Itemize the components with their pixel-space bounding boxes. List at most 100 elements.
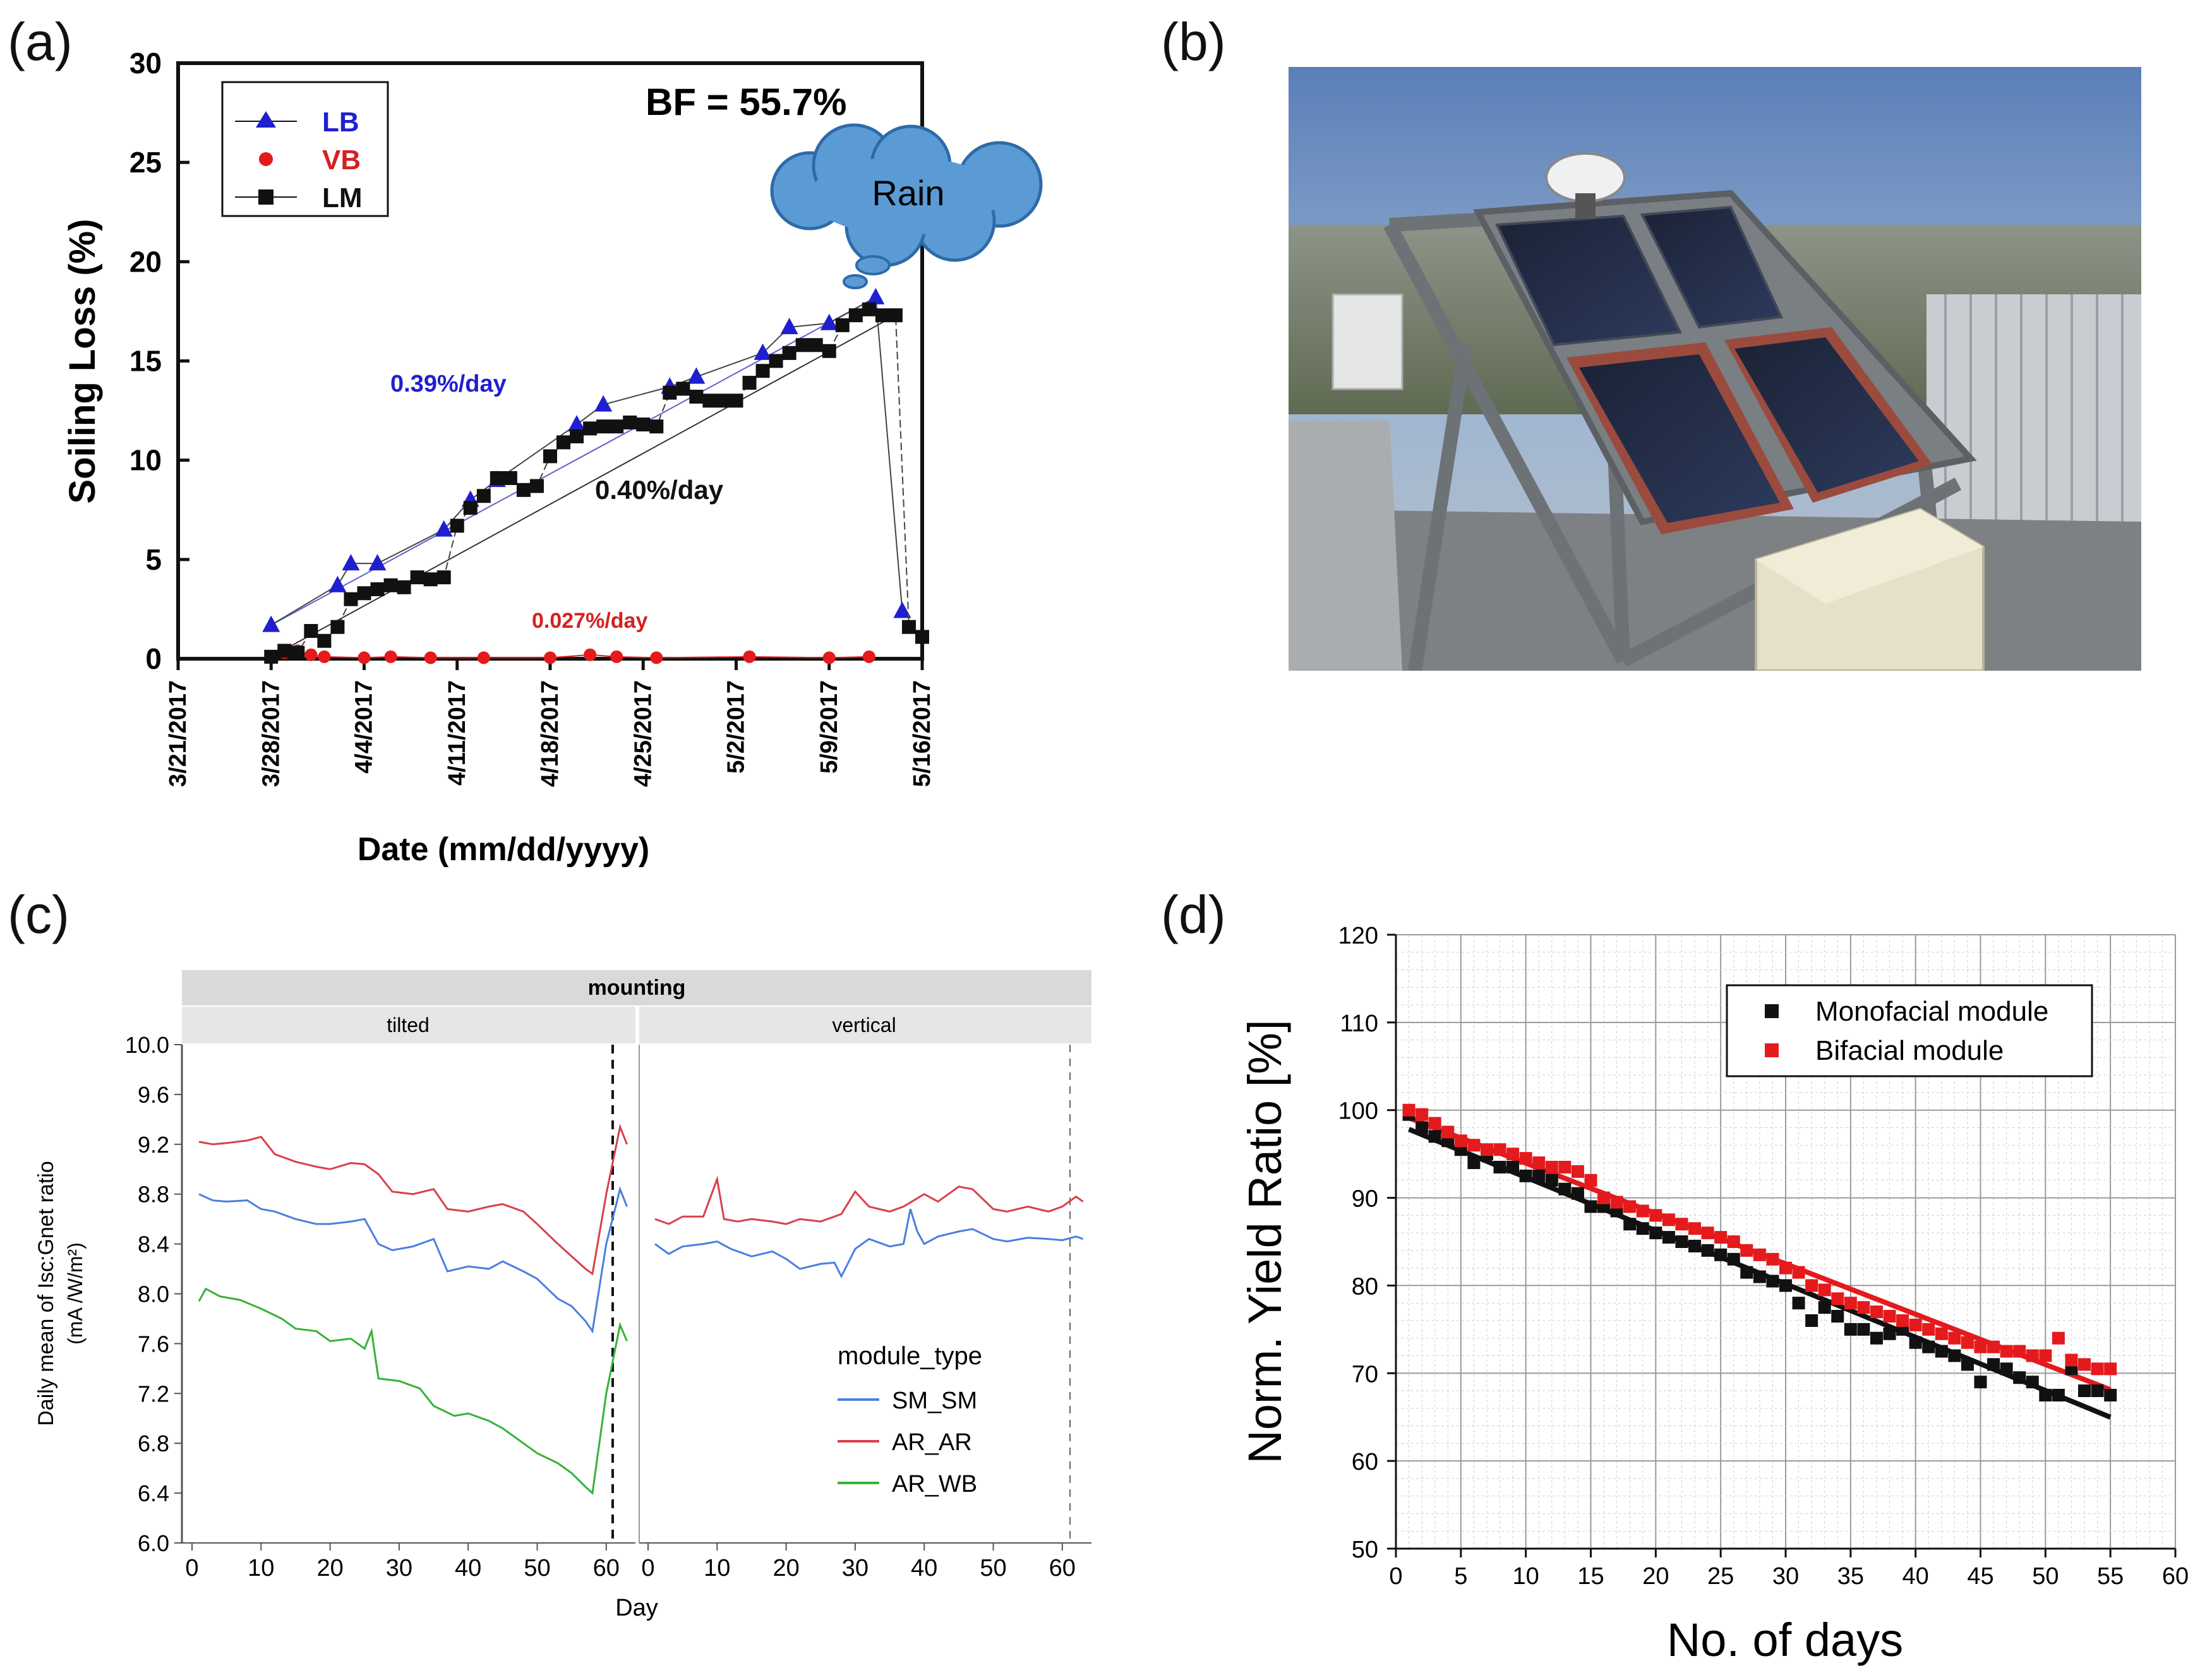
x-tick-label: 4/11/2017 — [444, 680, 471, 786]
y-tick-label: 30 — [129, 47, 162, 80]
data-point-bifacial — [1623, 1200, 1637, 1213]
data-point-lm — [304, 623, 318, 638]
data-point-vb — [318, 650, 331, 663]
data-point-bifacial — [1844, 1297, 1857, 1310]
x-tick-label: 0 — [185, 1555, 198, 1581]
data-point-lm — [742, 376, 757, 390]
data-point-bifacial — [1883, 1310, 1896, 1323]
data-point-bifacial — [2078, 1358, 2091, 1371]
x-tick-label: 30 — [1772, 1563, 1799, 1590]
data-point-monofacial — [1558, 1182, 1572, 1196]
x-tick-label: 20 — [1642, 1563, 1669, 1590]
panel-label-a: (a) — [8, 12, 73, 71]
data-point-lb — [893, 601, 911, 618]
data-point-bifacial — [1987, 1340, 2000, 1353]
data-point-lm — [755, 364, 770, 378]
x-axis-title: Date (mm/dd/yyyy) — [358, 831, 649, 868]
data-point-vb — [610, 650, 623, 663]
legend-marker-lb — [256, 111, 276, 128]
series-line-lb — [270, 296, 903, 626]
x-tick-label: 35 — [1837, 1563, 1864, 1590]
data-point-monofacial — [1792, 1297, 1805, 1310]
legend-label-sm-sm: SM_SM — [892, 1388, 977, 1414]
x-tick-label: 5/16/2017 — [909, 680, 935, 787]
legend: LB VB LM — [221, 81, 389, 217]
x-tick-label: 30 — [842, 1555, 869, 1581]
y-tick-label: 120 — [1338, 923, 1378, 949]
data-point-bifacial — [1480, 1143, 1493, 1156]
data-point-vb — [862, 650, 875, 663]
data-point-bifacial — [2039, 1349, 2052, 1362]
data-point-vb — [743, 650, 756, 663]
x-tick-label: 4/18/2017 — [537, 680, 563, 787]
data-point-lm — [423, 572, 438, 587]
data-point-lb — [687, 367, 706, 384]
y-tick-label: 7.2 — [138, 1381, 169, 1407]
data-point-monofacial — [2000, 1362, 2013, 1376]
y-tick-label: 8.8 — [138, 1182, 169, 1208]
data-point-bifacial — [1597, 1191, 1611, 1204]
data-point-monofacial — [1675, 1235, 1688, 1248]
data-point-lm — [636, 417, 651, 432]
data-point-lm — [716, 393, 730, 408]
data-point-lm — [915, 630, 929, 644]
data-point-monofacial — [1701, 1244, 1714, 1257]
data-point-bifacial — [1675, 1218, 1688, 1231]
data-point-monofacial — [1870, 1331, 1883, 1345]
module-upper-right — [1640, 205, 1783, 329]
data-point-lm — [663, 385, 677, 400]
y-axis-title: Daily mean of Isc:Gnet ratio — [34, 1161, 58, 1426]
data-point-lm — [344, 592, 358, 606]
data-point-monofacial — [2039, 1389, 2052, 1401]
data-point-bifacial — [1766, 1252, 1779, 1266]
data-point-bifacial — [1519, 1152, 1532, 1165]
data-point-bifacial — [2013, 1345, 2026, 1358]
y-tick-label: 5 — [145, 543, 162, 576]
data-point-bifacial — [1779, 1261, 1792, 1275]
series-line-sm-sm-tilted — [198, 1185, 628, 1334]
data-point-lm — [610, 419, 624, 434]
data-point-bifacial — [1506, 1148, 1520, 1161]
data-point-lm — [862, 302, 876, 316]
x-tick-label: 50 — [980, 1555, 1006, 1581]
data-point-lm — [410, 570, 424, 585]
data-point-bifacial — [2052, 1331, 2065, 1345]
data-point-bifacial — [1649, 1209, 1662, 1222]
data-point-monofacial — [1519, 1169, 1532, 1182]
rain-cloud-icon — [770, 123, 1043, 289]
panel-b-photo — [1289, 67, 2141, 671]
data-point-lm — [503, 471, 517, 485]
legend-label-vb: VB — [322, 145, 361, 176]
data-point-lm — [835, 318, 850, 332]
y-tick-label: 10.0 — [125, 1032, 169, 1058]
data-point-bifacial — [1948, 1331, 1961, 1345]
data-point-monofacial — [1636, 1222, 1649, 1235]
data-point-bifacial — [1416, 1108, 1429, 1121]
junction-box-left — [1331, 293, 1404, 390]
panel-label-b: (b) — [1161, 12, 1226, 71]
data-point-bifacial — [1493, 1143, 1506, 1156]
data-point-lb — [368, 554, 387, 571]
data-point-bifacial — [1441, 1125, 1455, 1139]
y-tick-label: 80 — [1352, 1273, 1378, 1300]
legend-label-bifacial: Bifacial module — [1815, 1035, 2004, 1066]
panel-a-soiling-chart: 0 5 10 15 20 25 30 3/21/2017 3/28/2017 4/4/2017 4… — [62, 47, 1043, 868]
data-point-monofacial — [1428, 1130, 1441, 1143]
data-point-vb — [304, 648, 318, 661]
data-point-monofacial — [1779, 1279, 1792, 1292]
data-point-lm — [649, 419, 664, 434]
data-point-bifacial — [1961, 1336, 1974, 1349]
data-point-bifacial — [1792, 1266, 1805, 1279]
data-point-vb — [650, 651, 663, 664]
data-point-lb — [568, 415, 586, 432]
data-point-lm — [570, 429, 584, 443]
data-point-bifacial — [1558, 1160, 1572, 1173]
x-tick-label: 45 — [1967, 1563, 1993, 1590]
data-point-lm — [888, 308, 903, 323]
data-point-bifacial — [1870, 1305, 1883, 1319]
y-tick-label: 9.6 — [138, 1082, 169, 1108]
data-point-lb — [328, 575, 347, 592]
series-line-ar-ar-vertical — [654, 1175, 1084, 1225]
data-point-lm — [357, 586, 371, 601]
x-tick-label: 0 — [1389, 1563, 1402, 1590]
